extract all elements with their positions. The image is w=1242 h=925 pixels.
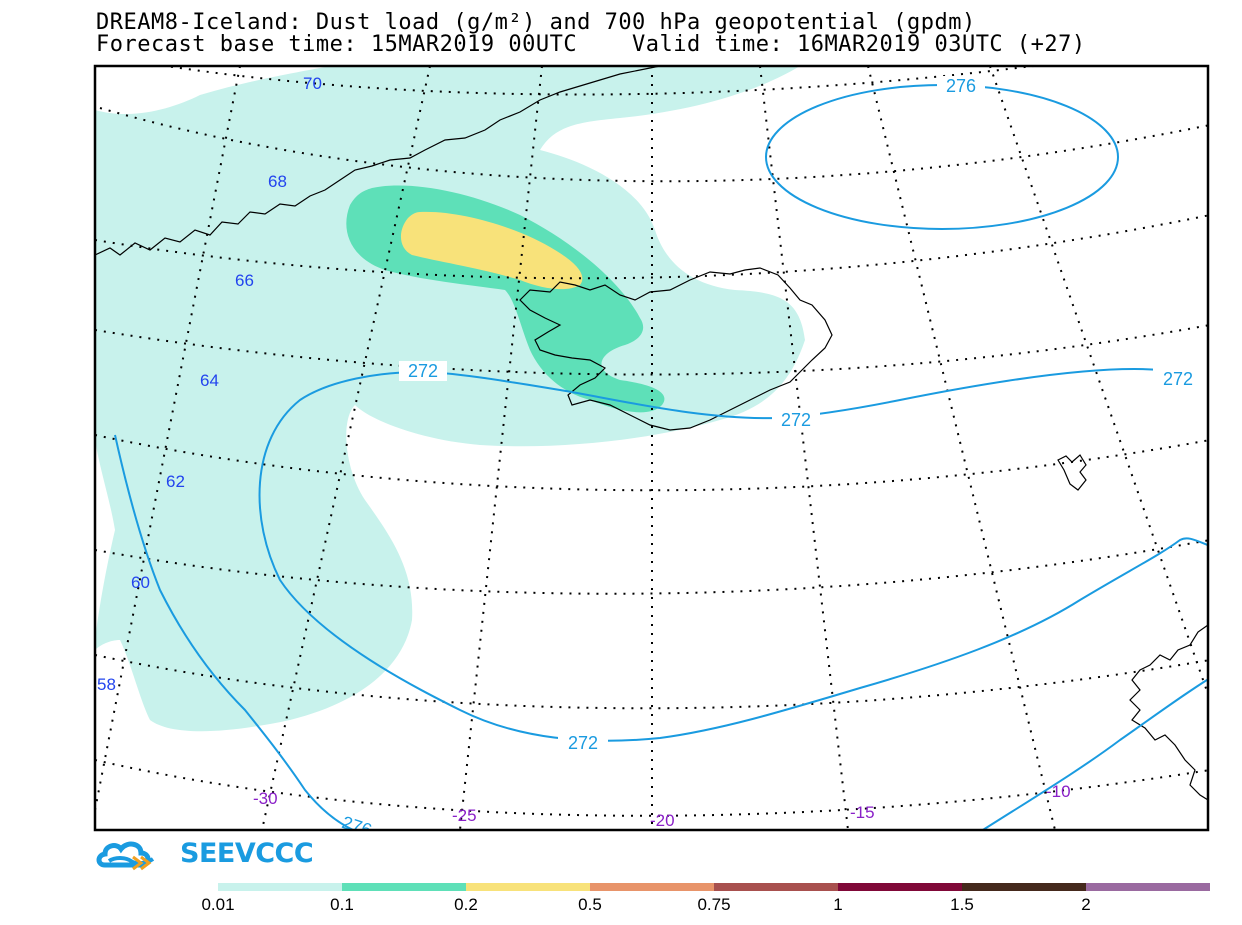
contour-276-southeast	[981, 678, 1208, 830]
latitude-labels: 70 68 66 64 62 60 58	[97, 74, 322, 694]
lon-label-minus20: -20	[650, 811, 675, 830]
lon-label-minus30: -30	[253, 789, 278, 808]
longitude-labels: -30 -25 -20 -15 -10	[253, 782, 1071, 830]
greenland-coast	[95, 66, 661, 256]
contour-label-halo	[399, 361, 447, 381]
map-content: 276 272 272 272 272 276 70 68 66 64 62 6…	[95, 66, 1208, 840]
dust-region-low-west	[95, 115, 340, 180]
lat-label-58: 58	[97, 675, 116, 694]
graticule	[95, 66, 1208, 830]
colorbar-swatch	[590, 883, 714, 891]
colorbar-tick-label: 0.75	[697, 895, 731, 914]
lat-label-66: 66	[235, 271, 254, 290]
contour-label-halo	[1153, 368, 1203, 388]
colorbar-swatch	[714, 883, 838, 891]
iceland-coast	[519, 267, 833, 431]
lon-label-minus25: -25	[452, 806, 477, 825]
clear-region	[95, 440, 115, 640]
colorbar-swatch	[218, 883, 342, 891]
colorbar-tick-label: 1.5	[950, 895, 974, 914]
graticule-lat-68	[99, 107, 1208, 183]
logo-text: SEEVCCC	[180, 838, 314, 869]
lat-label-64: 64	[200, 371, 219, 390]
graticule-lon-35	[95, 66, 241, 811]
graticule-lat-56	[95, 759, 1208, 817]
dust-region-high	[400, 211, 583, 290]
lat-label-62: 62	[166, 472, 185, 491]
colorbar-swatch	[1086, 883, 1210, 891]
colorbar-swatch	[962, 883, 1086, 891]
lat-label-70: 70	[303, 74, 322, 93]
contour-label-halo	[772, 410, 820, 430]
contour-label-bottom-left: 276	[339, 812, 374, 840]
contour-label-bottom: 272	[568, 733, 598, 753]
cloud-logo-icon	[96, 841, 155, 871]
colorbar-tick-label: 2	[1081, 895, 1091, 914]
lon-label-minus10: -10	[1046, 782, 1071, 801]
graticule-lon-10	[867, 66, 1056, 830]
contour-label-top: 276	[946, 76, 976, 96]
dust-region-low	[95, 66, 805, 732]
graticule-lon-15	[759, 66, 849, 830]
lat-label-60: 60	[131, 573, 150, 592]
lon-label-minus15: -15	[850, 803, 875, 822]
contour-label-center: 272	[781, 410, 811, 430]
colorbar-tick-label: 0.01	[201, 895, 235, 914]
colorbar-tick-label: 1	[833, 895, 843, 914]
contour-276-closed	[765, 84, 1119, 230]
contour-276-southwest	[114, 434, 356, 830]
lat-label-68: 68	[268, 172, 287, 191]
contour-label-upper-left: 272	[408, 361, 438, 381]
map-frame	[93, 64, 1210, 832]
contour-label-halo	[558, 733, 608, 753]
faroe-islands	[1057, 454, 1087, 491]
graticule-lon-5	[989, 66, 1208, 698]
contour-label-right: 272	[1163, 369, 1193, 389]
map-subtitle-times: Forecast base time: 15MAR2019 00UTC Vali…	[96, 32, 1086, 57]
colorbar-swatch	[342, 883, 466, 891]
colorbar-tick-label: 0.1	[330, 895, 354, 914]
coastlines	[95, 66, 1208, 801]
colorbar-swatch	[466, 883, 590, 891]
colorbar-swatch	[838, 883, 962, 891]
graticule-lon-25	[459, 66, 543, 830]
scotland-coast	[1129, 624, 1208, 801]
colorbar-tick-label: 0.5	[578, 895, 602, 914]
contour-label-halo	[937, 76, 985, 96]
map-title: DREAM8-Iceland: Dust load (g/m²) and 700…	[96, 10, 976, 35]
colorbar-tick-label: 0.2	[454, 895, 478, 914]
